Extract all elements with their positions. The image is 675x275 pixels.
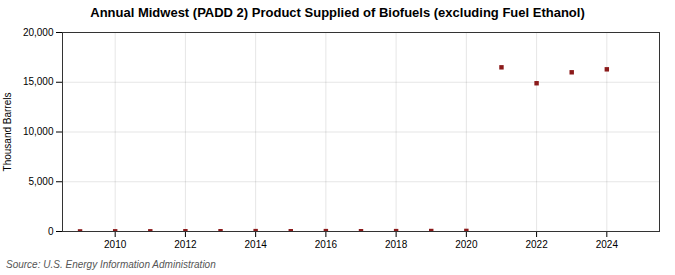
svg-text:5,000: 5,000: [28, 176, 53, 187]
svg-text:2016: 2016: [315, 239, 338, 250]
svg-text:2020: 2020: [455, 239, 478, 250]
svg-text:0: 0: [48, 226, 54, 237]
svg-text:2014: 2014: [245, 239, 268, 250]
svg-text:2018: 2018: [385, 239, 408, 250]
svg-text:15,000: 15,000: [23, 76, 54, 87]
html-text:Source: U.S. Energy Informatio: Source: U.S. Energy Information Administ…: [6, 259, 216, 270]
svg-text:2012: 2012: [174, 239, 197, 250]
svg-text:20,000: 20,000: [23, 27, 54, 38]
svg-text:Thousand Barrels: Thousand Barrels: [2, 93, 13, 172]
svg-text:2024: 2024: [596, 239, 619, 250]
html-text:Annual Midwest (PADD 2) Produc: Annual Midwest (PADD 2) Product Supplied…: [90, 5, 585, 20]
svg-text:10,000: 10,000: [23, 126, 54, 137]
svg-text:2022: 2022: [525, 239, 548, 250]
svg-text:2010: 2010: [104, 239, 127, 250]
